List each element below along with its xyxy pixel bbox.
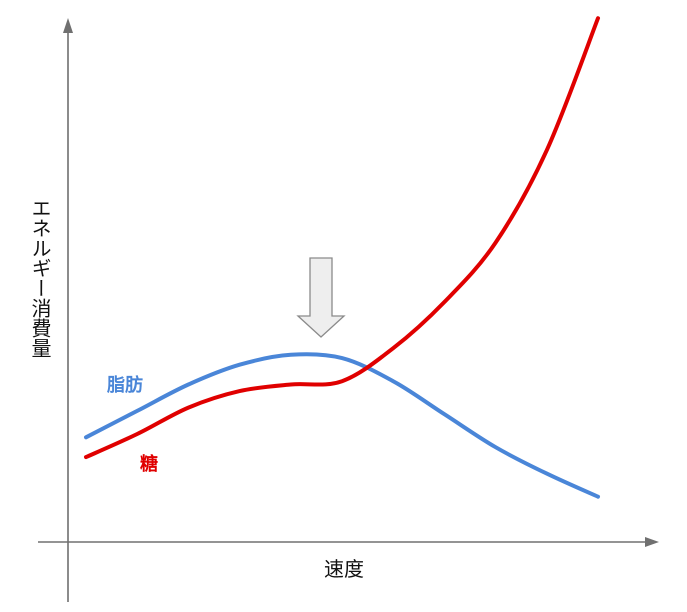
series-line-fat [84, 352, 600, 499]
series-line-sugar [84, 16, 600, 460]
x-axis-arrowhead [645, 537, 659, 547]
series-label-sugar: 糖 [140, 454, 158, 475]
y-axis-label: エネルギー消費量 [28, 198, 52, 358]
x-axis-label: 速度 [324, 557, 364, 581]
y-axis-arrowhead [63, 18, 73, 33]
series-label-fat: 脂肪 [107, 375, 143, 396]
annotation-down-arrow [296, 257, 346, 338]
